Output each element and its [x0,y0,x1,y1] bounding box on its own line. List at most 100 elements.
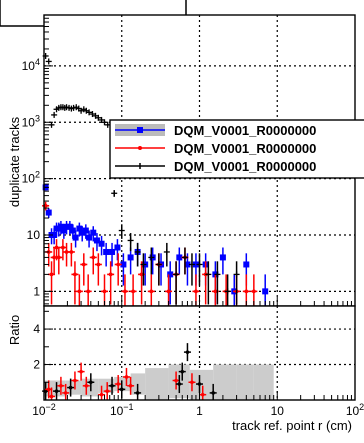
ratio-y-tick-label: 2 [33,358,40,372]
data-point [251,289,256,294]
data-point [60,227,67,234]
data-point [52,255,57,260]
data-point [60,245,65,250]
legend-swatch-marker [137,127,143,133]
y-tick-label: 10 [27,228,41,242]
data-point [86,289,91,294]
ratio-point [177,382,182,386]
legend-entry-label: DQM_V0001_R0000000 [174,123,316,138]
data-point [120,261,127,268]
ratio-point [211,391,215,395]
data-point [109,248,116,255]
series-3 [42,52,240,306]
ratio-y-tick-label: 4 [33,322,40,336]
data-point [72,234,79,241]
ratio-point [180,369,185,374]
ratio-point [99,392,104,397]
x-tick-label: 102 [346,402,364,418]
data-point [167,271,174,278]
data-point [103,248,110,255]
data-point [244,289,249,294]
y-tick-label: 103 [22,113,40,129]
ratio-point [59,384,63,388]
ratio-band [253,364,274,400]
data-point [116,262,121,267]
ratio-point [49,394,54,399]
data-point [90,229,97,236]
x-tick-label: 10−1 [110,402,134,418]
ratio-point [79,369,83,374]
ratio-point [119,387,124,392]
ratio-band [189,369,214,400]
ratio-band [236,364,254,400]
ratio-point [54,389,59,393]
legend-swatch-marker [138,146,142,150]
ratio-point [68,385,73,390]
data-point [127,254,134,261]
y-tick-label: 102 [22,170,40,186]
data-point [49,272,54,277]
ratio-point [116,382,120,386]
data-point [69,250,74,254]
data-point [81,262,86,267]
data-point [108,272,113,277]
data-point [69,227,76,234]
ratio-point [174,378,178,383]
data-point [91,255,96,260]
ratio-band [81,378,99,397]
data-point [96,262,101,267]
ratio-point [124,375,129,379]
ratio-point [110,384,114,388]
ratio-point [43,389,48,393]
ratio-point [197,382,202,386]
ratio-band [145,368,169,400]
x-tick-label: 10 [271,404,285,418]
data-point [79,229,86,236]
data-point [123,289,127,294]
y-axis-label: duplicate tracks [7,116,22,207]
data-point [262,288,269,295]
legend-entry-label: DQM_V0001_R0000000 [174,159,316,174]
x-axis-label: track ref. point r (cm) [232,418,352,433]
data-point [102,289,107,294]
data-point [243,261,250,268]
ratio-point [46,387,51,392]
data-point [139,272,144,277]
ratio-point [89,380,93,385]
data-point [86,234,93,241]
data-point [184,261,191,268]
x-tick-label: 10−2 [32,402,56,418]
ratio-panel: 2 4 10−2 10−1 1 10 102 [32,305,364,418]
data-point [114,244,121,251]
data-point [192,261,199,268]
legend-entry-label: DQM_V0001_R0000000 [174,141,316,156]
data-point [166,289,171,294]
ratio-point [105,389,110,393]
ratio-point [135,391,140,395]
data-point [213,289,218,294]
data-point [54,245,59,250]
data-point [73,272,77,277]
ratio-y-axis-label: Ratio [7,315,22,345]
data-point [93,237,100,244]
y-tick-label: 104 [22,57,40,73]
ratio-point [128,384,133,388]
data-point [45,209,52,216]
ratio-point [63,391,68,395]
data-point [194,289,198,294]
data-point [219,254,226,261]
data-point [63,223,70,230]
data-point [64,250,69,254]
data-point [98,240,105,247]
x-tick-label: 1 [196,404,203,418]
data-point [131,289,136,294]
series-2 [42,201,258,306]
ratio-point [190,380,194,385]
data-point [176,254,183,261]
legend: DQM_V0001_R0000000 DQM_V0001_R0000000 DQM_… [109,119,364,179]
ratio-point [185,350,190,354]
ratio-point [73,378,77,383]
data-point [57,223,64,230]
ratio-band [213,364,237,400]
